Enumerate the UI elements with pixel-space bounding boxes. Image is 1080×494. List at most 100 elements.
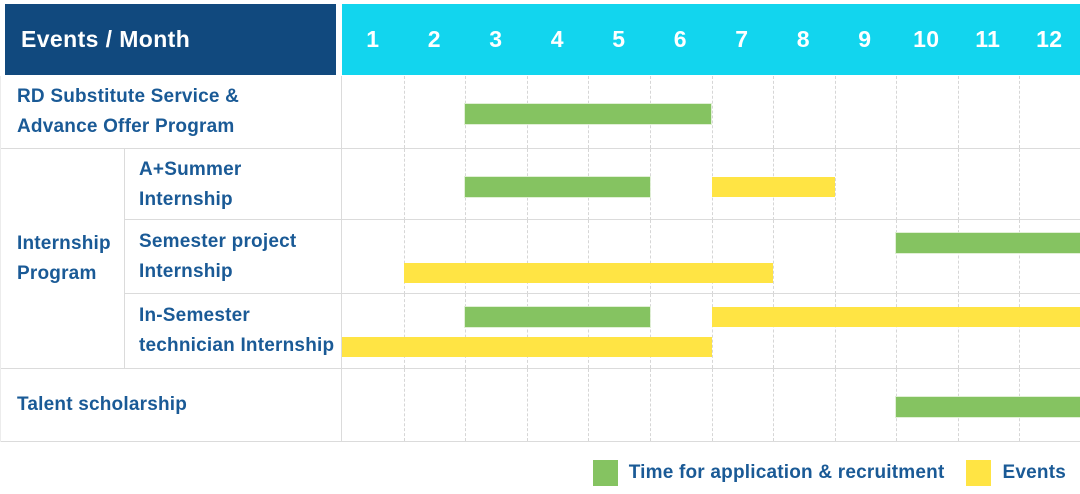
month-gridline (834, 76, 836, 148)
row-label-semester-project: Semester project Internship (125, 220, 342, 294)
row-label-line: A+Summer (139, 158, 242, 180)
group-label-internship-program: Internship Program (1, 149, 125, 368)
gantt-bar-application (465, 307, 650, 327)
month-gridline (465, 294, 467, 368)
events-yellow-swatch-icon (966, 460, 992, 486)
month-gridline (649, 369, 651, 441)
month-gridline (1019, 76, 1021, 148)
row-label-line: Advance Offer Program (17, 116, 235, 137)
month-gridline (465, 220, 467, 294)
month-gridline (834, 149, 836, 220)
month-gridline (896, 294, 898, 368)
events-month-header-label: Events / Month (21, 26, 191, 52)
gantt-bar-application (896, 397, 1080, 417)
gantt-bar-application (896, 233, 1080, 253)
month-header-band: 1 2 3 4 5 6 7 8 9 10 11 12 (342, 4, 1080, 75)
month-gridline (526, 294, 528, 368)
table-row-a-summer: A+Summer Internship (1, 149, 1080, 220)
month-header-12: 12 (1036, 26, 1063, 52)
internship-program-subrows: A+Summer Internship Semester project Int… (1, 149, 1080, 368)
month-gridline (465, 369, 467, 441)
gantt-bar-application (465, 104, 712, 124)
month-gridline (649, 220, 651, 294)
month-gridline (773, 76, 775, 148)
month-gridline (588, 294, 590, 368)
table-row-rd-substitute: RD Substitute Service & Advance Offer Pr… (1, 76, 1080, 149)
chart-cell-rd-substitute (342, 76, 1080, 148)
month-gridline (957, 149, 959, 220)
month-gridline (403, 149, 405, 220)
gantt-body: RD Substitute Service & Advance Offer Pr… (0, 76, 1080, 442)
group-label-line: Internship (17, 232, 111, 254)
legend-label-events: Events (1002, 462, 1066, 483)
table-row-talent-scholarship: Talent scholarship (1, 369, 1080, 442)
month-gridline (403, 220, 405, 294)
month-gridline (957, 220, 959, 294)
month-header-3: 3 (489, 26, 503, 52)
table-row-semester-project: Semester project Internship (1, 220, 1080, 294)
month-header-8: 8 (796, 26, 810, 52)
month-gridline (957, 294, 959, 368)
legend-label-application: Time for application & recruitment (628, 462, 945, 483)
month-header-10: 10 (913, 26, 940, 52)
legend-item-application: Time for application & recruitment (592, 460, 945, 486)
month-gridline (896, 76, 898, 148)
internship-program-group: Internship Program A+Summer Internship S… (1, 149, 1080, 369)
row-label-line: In-Semester (139, 305, 250, 326)
month-gridline (711, 220, 713, 294)
month-gridline (649, 294, 651, 368)
row-label-line: Internship (139, 188, 233, 210)
chart-cell-talent-scholarship (342, 369, 1080, 441)
month-gridline (957, 76, 959, 148)
month-gridline (588, 220, 590, 294)
month-gridline (773, 369, 775, 441)
group-label-line: Program (17, 262, 97, 284)
month-header-2: 2 (427, 26, 441, 52)
row-label-talent-scholarship: Talent scholarship (1, 369, 342, 441)
month-gridline (896, 149, 898, 220)
row-label-line: Internship (139, 261, 233, 282)
row-label-rd-substitute: RD Substitute Service & Advance Offer Pr… (1, 76, 342, 148)
row-label-line: Semester project (139, 231, 297, 252)
row-label-line: technician Internship (139, 335, 335, 356)
row-label-line: RD Substitute Service & (17, 86, 240, 107)
month-gridline (526, 369, 528, 441)
gantt-bar-event (342, 337, 712, 357)
month-gridline (403, 294, 405, 368)
month-header-9: 9 (858, 26, 872, 52)
month-gridline (896, 220, 898, 294)
month-gridline (834, 220, 836, 294)
legend: Time for application & recruitment Event… (592, 459, 1066, 487)
month-gridline (1019, 149, 1021, 220)
row-label-line: Talent scholarship (17, 394, 188, 415)
table-row-in-semester: In-Semester technician Internship (1, 294, 1080, 368)
row-label-a-summer: A+Summer Internship (125, 149, 342, 220)
month-header-1: 1 (366, 26, 380, 52)
month-header-5: 5 (612, 26, 626, 52)
month-gridline (773, 294, 775, 368)
month-header-7: 7 (735, 26, 749, 52)
application-green-swatch-icon (592, 460, 618, 486)
month-gridline (1019, 220, 1021, 294)
month-header-4: 4 (550, 26, 564, 52)
chart-cell-semester-project (342, 220, 1080, 294)
month-gridline (526, 220, 528, 294)
month-gridline (711, 369, 713, 441)
month-gridline (711, 294, 713, 368)
month-header-6: 6 (673, 26, 687, 52)
month-gridline (834, 369, 836, 441)
month-gridline (834, 294, 836, 368)
legend-item-events: Events (966, 460, 1066, 486)
month-header-11: 11 (975, 26, 1001, 52)
month-gridline (649, 149, 651, 220)
month-gridline (403, 76, 405, 148)
month-gridline (711, 76, 713, 148)
gantt-bar-event (711, 307, 1080, 327)
chart-cell-in-semester (342, 294, 1080, 368)
gantt-bar-event (711, 176, 835, 197)
gantt-bar-application (465, 176, 650, 197)
month-gridline (403, 369, 405, 441)
row-label-in-semester: In-Semester technician Internship (125, 294, 342, 368)
month-gridline (1019, 294, 1021, 368)
